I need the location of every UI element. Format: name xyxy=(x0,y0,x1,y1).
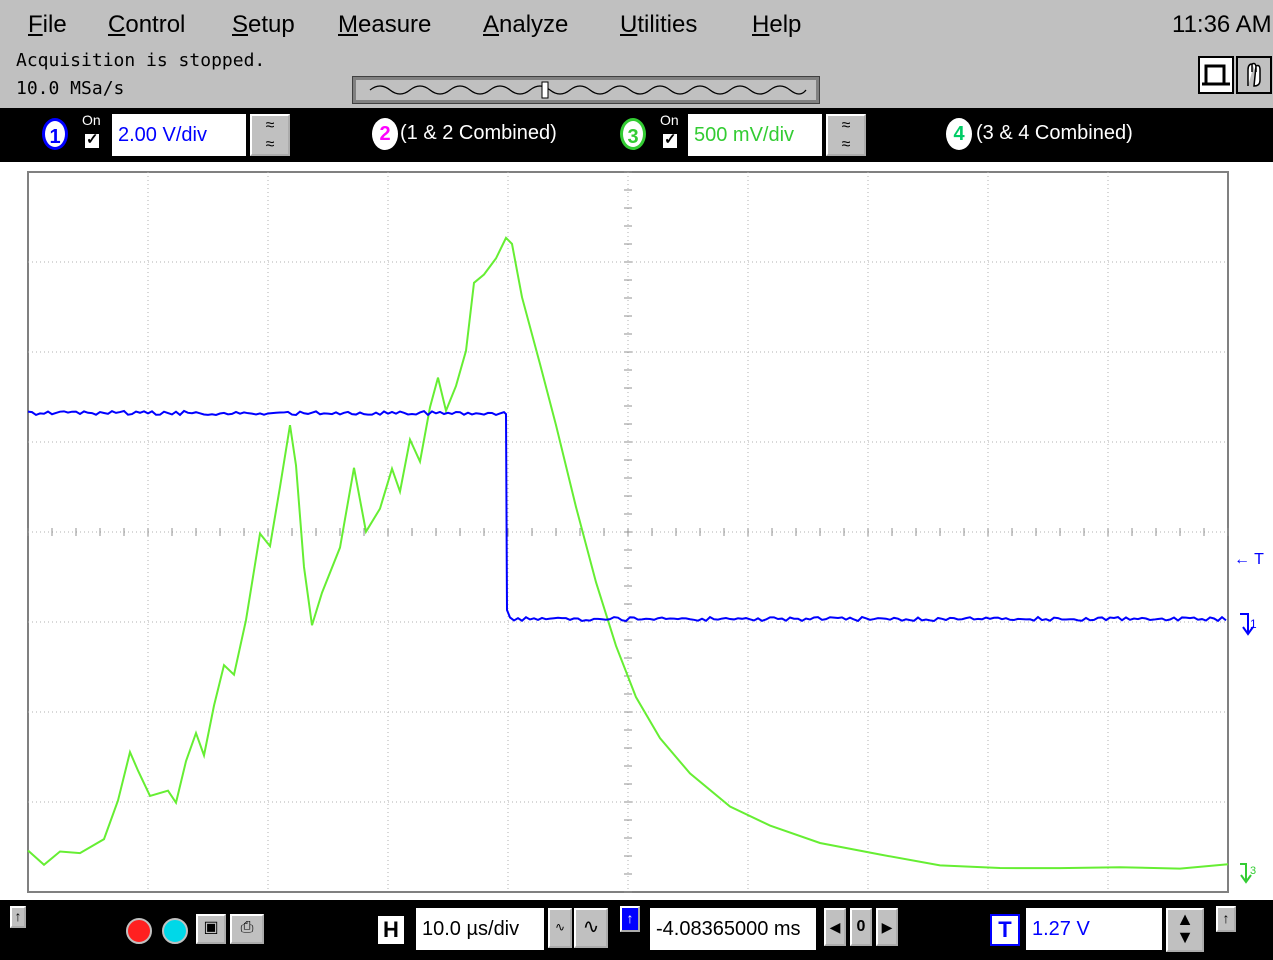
menu-setup-mnemonic: S xyxy=(232,11,249,38)
trigger-label: T xyxy=(990,914,1020,946)
menu-analyze-mnemonic: A xyxy=(483,11,500,38)
ch4-label: (3 & 4 Combined) xyxy=(976,122,1133,144)
status-panel: Acquisition is stopped. 10.0 MSa/s xyxy=(0,46,1273,108)
up-triangle-icon: ▲ xyxy=(1176,909,1194,929)
delay-reference-button[interactable]: ↑ xyxy=(620,906,640,932)
menu-help[interactable]: Help xyxy=(752,10,801,40)
pointer-icon xyxy=(1202,64,1230,86)
ch3-trace xyxy=(27,236,1229,870)
ch3-ground-marker[interactable]: 3 xyxy=(1240,863,1256,884)
channel-bar: 1 On 2.00 V/div ≈≈ 2 (1 & 2 Combined) 3 … xyxy=(0,108,1273,162)
expand-right-button[interactable]: ↑ xyxy=(1216,906,1236,932)
menu-file-label: ile xyxy=(42,11,67,38)
print-screen-icon: ▣ xyxy=(203,919,219,936)
menu-utilities-label: tilities xyxy=(637,11,698,38)
tilde-up-icon: ≈ xyxy=(265,117,275,134)
menu-control[interactable]: Control xyxy=(108,10,185,40)
trigger-level-spinner[interactable]: ▲ ▼ xyxy=(1166,908,1204,952)
acquisition-window xyxy=(356,80,816,100)
clock: 11:36 AM xyxy=(1172,11,1272,38)
graticule: ← T 1 3 xyxy=(27,171,1264,893)
coarse-wave-icon: ∿ xyxy=(582,916,600,938)
expand-left-button[interactable]: ↑ xyxy=(10,906,26,928)
menu-file[interactable]: File xyxy=(28,10,67,40)
waveform-display[interactable]: ← T 1 3 xyxy=(0,162,1273,900)
ch1-badge[interactable]: 1 xyxy=(42,118,68,150)
timebase-coarse-button[interactable]: ∿ xyxy=(574,908,608,948)
menu-measure[interactable]: Measure xyxy=(338,10,431,40)
up-arrow-icon: ↑ xyxy=(1222,910,1230,926)
trigger-level-marker[interactable]: ← T xyxy=(1234,551,1264,568)
timebase-field[interactable]: 10.0 µs/div xyxy=(416,908,544,950)
hand-icon xyxy=(1247,62,1261,87)
menu-control-label: ontrol xyxy=(125,11,186,38)
print-screen-button[interactable]: ▣ xyxy=(196,914,226,944)
center-ticks xyxy=(27,171,1229,893)
menu-measure-label: easure xyxy=(358,11,432,38)
menu-analyze-label: nalyze xyxy=(499,11,569,38)
menu-analyze[interactable]: Analyze xyxy=(483,10,568,40)
tilde-down-icon: ≈ xyxy=(841,136,851,153)
menu-utilities-mnemonic: U xyxy=(620,11,638,38)
menu-setup-label: etup xyxy=(248,11,295,38)
ch1-ground-marker[interactable]: 1 xyxy=(1240,613,1257,636)
menu-control-mnemonic: C xyxy=(108,11,126,38)
sample-rate: 10.0 MSa/s xyxy=(16,78,125,99)
menu-measure-mnemonic: M xyxy=(338,11,358,38)
ch4-badge[interactable]: 4 xyxy=(946,118,972,150)
acquisition-memory-bar[interactable] xyxy=(352,76,820,104)
left-triangle-icon: ◀ xyxy=(829,919,841,935)
printer-button[interactable]: ⎙ xyxy=(230,914,264,944)
menu-utilities[interactable]: Utilities xyxy=(620,10,697,40)
ch1-trace xyxy=(27,409,1227,623)
menu-help-mnemonic: H xyxy=(752,11,770,38)
ch1-on-checkbox[interactable] xyxy=(84,130,100,149)
run-icon[interactable] xyxy=(162,918,188,944)
ch3-badge[interactable]: 3 xyxy=(620,118,646,150)
tilde-down-icon: ≈ xyxy=(265,136,275,153)
ch2-badge[interactable]: 2 xyxy=(372,118,398,150)
printer-icon: ⎙ xyxy=(240,919,254,936)
delay-left-button[interactable]: ◀ xyxy=(824,908,846,946)
ch3-on-checkbox[interactable] xyxy=(662,130,678,149)
delay-right-button[interactable]: ▶ xyxy=(876,908,898,946)
up-arrow-icon: ↑ xyxy=(626,910,634,926)
ch3-scale-field[interactable]: 500 mV/div xyxy=(688,114,822,156)
hand-mode-button[interactable] xyxy=(1236,56,1272,94)
bottom-toolbar: ↑ ▣ ⎙ H 10.0 µs/div ∿ ∿ ↑ -4.08365000 ms… xyxy=(0,900,1273,960)
acquisition-status: Acquisition is stopped. xyxy=(16,50,266,71)
record-icon[interactable] xyxy=(126,918,152,944)
ch1-on-label: On xyxy=(82,112,101,128)
fine-wave-icon: ∿ xyxy=(554,920,566,934)
ch1-scale-field[interactable]: 2.00 V/div xyxy=(112,114,246,156)
memory-waveform-icon xyxy=(369,81,807,99)
ch3-scale-knob[interactable]: ≈ ≈ xyxy=(826,114,866,156)
up-arrow-icon: ↑ xyxy=(14,908,22,924)
trigger-level-field[interactable]: 1.27 V xyxy=(1026,908,1162,950)
menu-help-label: elp xyxy=(769,11,802,38)
timebase-fine-button[interactable]: ∿ xyxy=(548,908,572,948)
ch3-on-label: On xyxy=(660,112,679,128)
menu-bar: File Control Setup Measure Analyze Utili… xyxy=(0,0,1273,46)
tilde-up-icon: ≈ xyxy=(841,117,851,134)
ch1-marker-label: 1 xyxy=(1250,617,1257,631)
delay-zero-button[interactable]: 0 xyxy=(850,908,872,946)
menu-file-mnemonic: F xyxy=(28,11,43,38)
ch1-scale-knob[interactable]: ≈ ≈ xyxy=(250,114,290,156)
ch3-marker-label: 3 xyxy=(1250,865,1256,877)
delay-field[interactable]: -4.08365000 ms xyxy=(650,908,816,950)
horizontal-label: H xyxy=(376,914,406,946)
pointer-mode-button[interactable] xyxy=(1198,56,1234,94)
down-triangle-icon: ▼ xyxy=(1176,927,1194,947)
menu-setup[interactable]: Setup xyxy=(232,10,295,40)
right-triangle-icon: ▶ xyxy=(881,919,893,935)
ch2-label: (1 & 2 Combined) xyxy=(400,122,557,144)
